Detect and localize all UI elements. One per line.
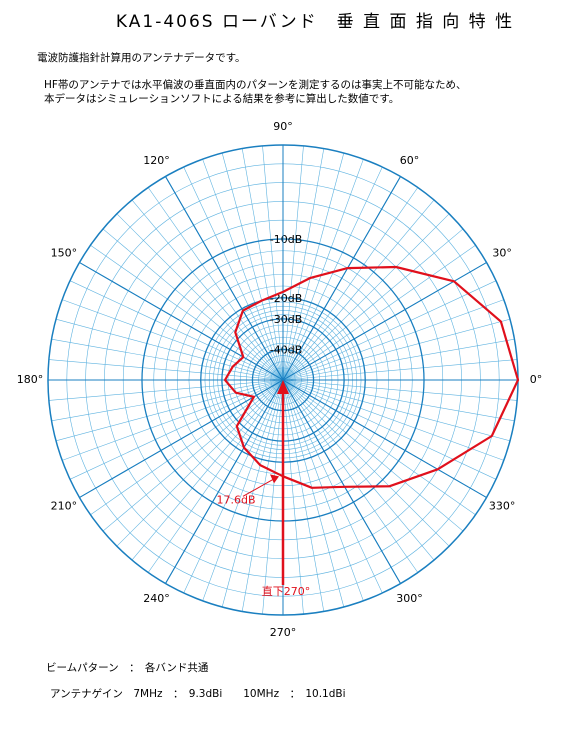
grid-spoke xyxy=(282,379,504,461)
grid-spoke xyxy=(116,213,284,381)
grid-spoke xyxy=(262,379,284,615)
grid-spoke xyxy=(282,379,464,532)
grid-spoke xyxy=(62,379,284,461)
angle-tick xyxy=(165,176,284,381)
angle-tick xyxy=(282,379,487,498)
angle-tick xyxy=(282,176,401,381)
grid-spoke xyxy=(90,244,284,381)
grid-spoke xyxy=(62,299,284,381)
angle-tick-label: 210° xyxy=(51,500,78,513)
grid-spoke xyxy=(183,379,284,594)
pattern-line xyxy=(223,265,520,489)
grid-spoke xyxy=(116,379,284,547)
grid-spoke xyxy=(102,228,284,381)
angle-tick xyxy=(282,262,487,381)
grid-spoke xyxy=(282,166,383,381)
r-tick-label: -40dB xyxy=(270,343,303,356)
grid-spoke xyxy=(221,152,284,381)
grid-spoke xyxy=(55,318,284,381)
annotation: 直下270° xyxy=(262,584,311,598)
grid-spoke xyxy=(282,379,518,401)
grid-spoke xyxy=(48,379,284,401)
grid-spoke xyxy=(282,338,515,381)
grid-spoke xyxy=(282,379,419,573)
grid-spoke xyxy=(282,228,464,381)
grid-spoke xyxy=(282,299,504,381)
angle-tick-label: 180° xyxy=(17,373,44,386)
angle-tick xyxy=(79,379,284,498)
grid-spoke xyxy=(282,187,419,381)
grid-spoke xyxy=(282,152,345,381)
grid-spoke xyxy=(282,379,304,615)
r-tick-label: -10dB xyxy=(270,233,303,246)
grid-spoke xyxy=(102,379,284,532)
r-tick-label: -30dB xyxy=(270,313,303,326)
grid-spoke xyxy=(282,379,497,480)
arrow-head xyxy=(270,474,279,484)
grid-spoke xyxy=(282,379,345,608)
grid-spoke xyxy=(241,148,284,381)
angle-tick-label: 240° xyxy=(143,592,170,605)
grid-spoke xyxy=(147,379,284,573)
angle-tick-label: 300° xyxy=(396,592,423,605)
grid-spoke xyxy=(282,213,450,381)
grid-spoke xyxy=(147,187,284,381)
angle-tick-label: 120° xyxy=(143,154,170,167)
angle-tick-label: 90° xyxy=(273,120,293,133)
grid-spoke xyxy=(131,199,284,381)
grid-spoke xyxy=(282,379,435,561)
grid-spoke xyxy=(282,379,325,612)
grid-spoke xyxy=(202,159,284,381)
grid-spoke xyxy=(282,318,511,381)
angle-tick-label: 330° xyxy=(489,500,516,513)
grid-spoke xyxy=(51,379,284,422)
angle-tick xyxy=(79,262,284,381)
angle-tick-label: 60° xyxy=(400,154,420,167)
grid-spoke xyxy=(282,379,450,547)
angle-tick-label: 30° xyxy=(492,247,512,260)
grid-spoke xyxy=(282,379,476,516)
grid-spoke xyxy=(282,199,435,381)
grid-spoke xyxy=(183,166,284,381)
note: 本データはシミュレーションソフトによる結果を参考に算出した数値です。 xyxy=(44,92,399,105)
grid-spoke xyxy=(282,244,476,381)
grid-spoke xyxy=(282,379,511,442)
arrow-head xyxy=(277,380,289,394)
grid-spoke xyxy=(282,379,515,422)
grid-spoke xyxy=(55,379,284,442)
grid-spoke xyxy=(51,338,284,381)
angle-tick-label: 270° xyxy=(270,626,297,639)
grid-spoke xyxy=(241,379,284,612)
angle-tick xyxy=(165,379,284,584)
grid-spoke xyxy=(282,379,364,601)
subtitle: 電波防護指針計算用のアンテナデータです。 xyxy=(37,51,246,64)
annotation-arrow xyxy=(242,477,276,497)
grid-spoke xyxy=(131,379,284,561)
angle-tick xyxy=(282,379,401,584)
grid-spoke xyxy=(221,379,284,608)
angle-tick-label: 150° xyxy=(51,247,78,260)
angle-tick-label: 0° xyxy=(530,373,543,386)
grid-spoke xyxy=(282,280,497,381)
grid-spoke xyxy=(282,145,304,381)
grid-spoke xyxy=(69,379,284,480)
footer: ビームパターン ： 各バンド共通 xyxy=(46,661,209,674)
grid-spoke xyxy=(202,379,284,601)
annotation: 17.6dB xyxy=(216,493,255,506)
footer: アンテナゲイン 7MHz ： 9.3dBi 10MHz ： 10.1dBi xyxy=(50,688,346,700)
grid-spoke xyxy=(69,280,284,381)
note: HF帯のアンテナでは水平偏波の垂直面内のパターンを測定するのは事実上不可能なため… xyxy=(44,78,467,91)
grid-spoke xyxy=(282,148,325,381)
r-tick-label: -20dB xyxy=(270,292,303,305)
grid-spoke xyxy=(282,359,518,381)
chart-title: KA1-406S ローバンド 垂 直 面 指 向 特 性 xyxy=(116,12,514,32)
grid-spoke xyxy=(262,145,284,381)
grid-spoke xyxy=(48,359,284,381)
grid-spoke xyxy=(282,159,364,381)
